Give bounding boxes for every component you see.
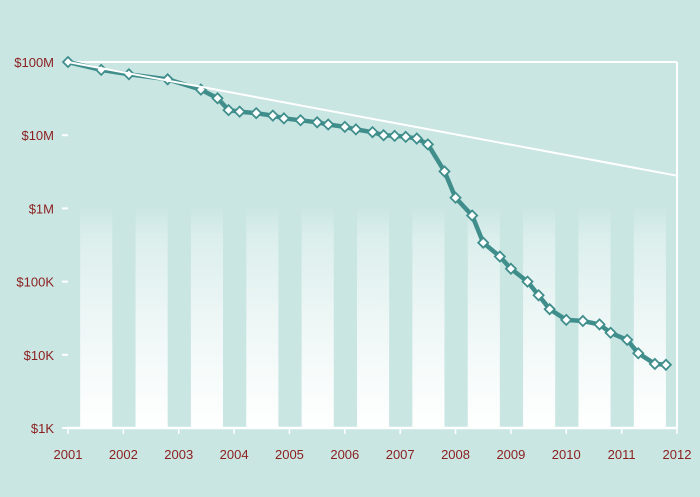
background-band <box>301 205 334 428</box>
data-point-marker <box>94 63 108 77</box>
background-band <box>190 205 224 428</box>
data-point-marker <box>559 313 573 327</box>
background-band <box>356 205 390 428</box>
x-tick-label: 2005 <box>275 447 304 462</box>
data-point-marker <box>521 275 534 288</box>
x-tick-label: 2001 <box>54 447 83 462</box>
data-point-marker <box>321 118 335 131</box>
x-tick-label: 2011 <box>608 447 636 462</box>
background-band <box>246 205 279 428</box>
y-tick-label: $100K <box>16 275 54 290</box>
reference-line <box>67 61 678 177</box>
background-band <box>633 205 666 428</box>
x-tick-label: 2004 <box>220 447 249 462</box>
data-point-marker <box>449 191 462 204</box>
data-point-marker <box>493 250 507 263</box>
data-point-marker <box>249 106 263 120</box>
data-point-marker <box>338 120 352 134</box>
y-tick-label: $1M <box>29 201 54 216</box>
data-point-marker <box>593 318 606 331</box>
data-point-marker <box>604 326 617 340</box>
data-point-marker <box>277 112 291 125</box>
data-point-marker <box>310 116 324 129</box>
y-tick-label: $1K <box>31 421 54 436</box>
data-point-marker <box>410 132 424 145</box>
x-tick-label: 2003 <box>164 447 193 462</box>
data-point-marker <box>648 357 662 371</box>
x-tick-label: 2006 <box>330 447 359 462</box>
data-point-marker <box>465 209 479 222</box>
data-point-marker <box>266 109 280 122</box>
data-point-marker <box>659 358 673 372</box>
y-tick-label: $10K <box>24 348 55 363</box>
data-point-marker <box>631 346 645 360</box>
data-point-marker <box>421 138 435 151</box>
data-point-marker <box>294 113 307 127</box>
x-tick-label: 2012 <box>663 447 692 462</box>
data-point-marker <box>349 123 363 136</box>
background-band <box>80 205 113 428</box>
data-point-marker <box>438 165 451 178</box>
data-point-marker <box>399 130 412 144</box>
background-band <box>412 205 445 428</box>
data-point-marker <box>377 128 390 142</box>
background-band <box>523 205 556 428</box>
x-tick-label: 2008 <box>441 447 470 462</box>
data-point-marker <box>476 236 490 249</box>
data-point-marker <box>388 129 401 143</box>
data-point-marker <box>222 103 235 117</box>
background-band <box>135 205 168 428</box>
data-point-marker <box>620 333 634 347</box>
x-tick-label: 2009 <box>496 447 525 462</box>
x-tick-label: 2010 <box>552 447 581 462</box>
data-point-marker <box>576 314 590 328</box>
y-tick-label: $100M <box>14 55 54 70</box>
data-point-marker <box>366 125 379 139</box>
data-point-marker <box>211 91 224 105</box>
data-point-marker <box>543 302 556 316</box>
data-point-marker <box>504 262 518 275</box>
y-tick-label: $10M <box>21 128 54 143</box>
x-tick-label: 2007 <box>386 447 415 462</box>
data-point-marker <box>233 105 246 118</box>
data-point-marker <box>532 289 545 302</box>
x-tick-label: 2002 <box>109 447 138 462</box>
